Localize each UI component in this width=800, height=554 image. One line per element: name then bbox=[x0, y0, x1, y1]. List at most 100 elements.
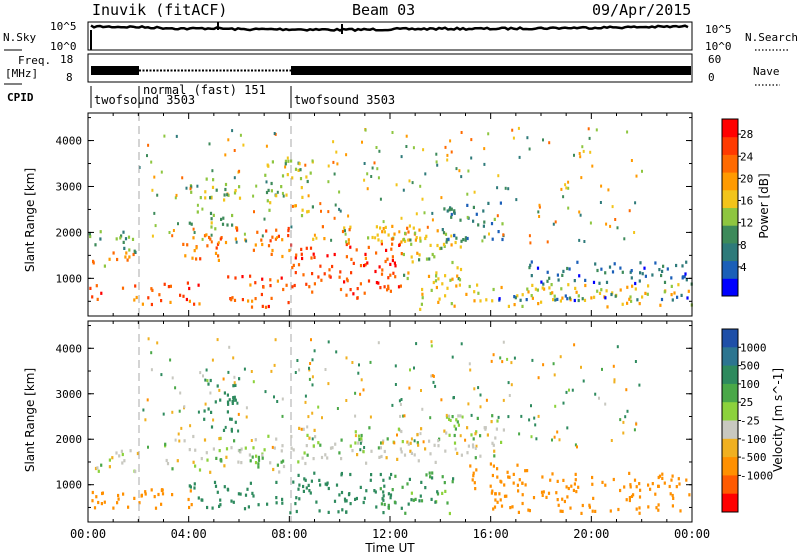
range-gate-cell bbox=[460, 175, 463, 179]
range-gate-cell bbox=[295, 509, 298, 514]
range-gate-cell bbox=[446, 158, 449, 162]
range-gate-cell bbox=[619, 488, 622, 493]
range-gate-cell bbox=[203, 438, 207, 442]
range-gate-cell bbox=[600, 267, 603, 271]
range-gate-cell bbox=[229, 417, 232, 421]
range-gate-cell bbox=[270, 296, 273, 300]
range-gate-cell bbox=[579, 213, 582, 217]
range-gate-cell bbox=[446, 286, 449, 290]
range-gate-cell bbox=[310, 479, 313, 483]
range-gate-cell bbox=[604, 483, 607, 487]
range-gate-cell bbox=[668, 484, 671, 489]
range-gate-cell bbox=[217, 241, 220, 245]
range-gate-cell bbox=[414, 497, 417, 501]
range-gate-cell bbox=[356, 296, 359, 300]
range-gate-cell bbox=[349, 288, 352, 292]
range-gate-cell bbox=[270, 181, 273, 186]
range-gate-cell bbox=[450, 234, 453, 238]
range-gate-cell bbox=[270, 369, 273, 373]
range-gate-cell bbox=[177, 432, 180, 436]
range-gate-cell bbox=[409, 441, 412, 445]
range-gate-cell bbox=[464, 238, 467, 242]
range-gate-cell bbox=[227, 370, 230, 374]
range-gate-cell bbox=[441, 475, 444, 479]
range-gate-cell bbox=[212, 418, 215, 422]
range-gate-cell bbox=[305, 444, 308, 448]
range-gate-cell bbox=[287, 229, 290, 233]
range-gate-cell bbox=[524, 469, 527, 473]
range-gate-cell bbox=[226, 393, 229, 397]
velocity-y-label: Slant Range [km] bbox=[23, 368, 37, 472]
range-gate-cell bbox=[527, 290, 530, 294]
range-gate-cell bbox=[651, 273, 654, 277]
range-gate-cell bbox=[356, 287, 359, 291]
range-gate-cell bbox=[228, 345, 231, 349]
range-gate-cell bbox=[562, 269, 565, 273]
range-gate-cell bbox=[382, 439, 385, 443]
range-gate-cell bbox=[399, 414, 402, 418]
power-swatch bbox=[722, 278, 738, 297]
range-gate-cell bbox=[418, 258, 421, 262]
range-gate-cell bbox=[448, 208, 451, 212]
range-gate-cell bbox=[382, 478, 385, 482]
range-gate-cell bbox=[398, 399, 401, 403]
range-gate-cell bbox=[270, 189, 273, 193]
range-gate-cell bbox=[516, 463, 519, 467]
range-gate-cell bbox=[252, 194, 255, 198]
range-gate-cell bbox=[291, 266, 294, 270]
range-gate-cell bbox=[510, 361, 513, 365]
range-gate-cell bbox=[394, 264, 397, 268]
range-gate-cell bbox=[459, 434, 462, 438]
range-gate-cell bbox=[409, 368, 411, 372]
range-gate-cell bbox=[475, 468, 478, 472]
range-gate-cell bbox=[394, 275, 397, 279]
range-gate-cell bbox=[134, 470, 137, 474]
range-gate-cell bbox=[582, 149, 585, 153]
range-gate-cell bbox=[588, 503, 591, 507]
range-gate-cell bbox=[613, 380, 616, 384]
range-gate-cell bbox=[292, 448, 295, 452]
range-gate-cell bbox=[223, 198, 226, 202]
range-gate-cell bbox=[475, 444, 478, 448]
range-gate-cell bbox=[474, 447, 477, 450]
range-gate-cell bbox=[327, 486, 330, 491]
range-gate-cell bbox=[638, 383, 641, 387]
range-gate-cell bbox=[233, 298, 237, 302]
range-gate-cell bbox=[489, 484, 492, 488]
range-gate-cell bbox=[174, 386, 177, 390]
range-gate-cell bbox=[468, 362, 471, 366]
range-gate-cell bbox=[194, 448, 197, 452]
range-gate-cell bbox=[445, 431, 448, 435]
range-gate-cell bbox=[306, 425, 309, 429]
range-gate-cell bbox=[275, 480, 278, 484]
range-gate-cell bbox=[160, 488, 163, 493]
range-gate-cell bbox=[238, 196, 242, 200]
range-gate-cell bbox=[490, 420, 493, 424]
range-gate-cell bbox=[94, 466, 98, 471]
range-gate-cell bbox=[101, 491, 104, 496]
range-gate-cell bbox=[481, 239, 484, 243]
range-gate-cell bbox=[592, 496, 595, 500]
range-gate-cell bbox=[329, 446, 333, 450]
range-gate-cell bbox=[231, 401, 234, 405]
range-gate-cell bbox=[189, 187, 192, 191]
range-gate-cell bbox=[122, 240, 125, 244]
range-gate-cell bbox=[250, 439, 253, 442]
range-gate-cell bbox=[333, 216, 336, 220]
range-gate-cell bbox=[265, 190, 269, 195]
range-gate-cell bbox=[503, 483, 506, 487]
range-gate-cell bbox=[127, 235, 131, 239]
range-gate-cell bbox=[224, 240, 228, 245]
range-gate-cell bbox=[557, 503, 560, 507]
range-gate-cell bbox=[630, 276, 633, 280]
range-gate-cell bbox=[354, 434, 357, 438]
range-gate-cell bbox=[267, 188, 270, 192]
range-gate-cell bbox=[305, 282, 308, 286]
range-gate-cell bbox=[496, 500, 499, 504]
range-gate-cell bbox=[192, 227, 195, 231]
range-gate-cell bbox=[681, 264, 684, 268]
range-gate-cell bbox=[566, 297, 569, 301]
range-gate-cell bbox=[430, 374, 433, 378]
range-gate-cell bbox=[600, 288, 603, 292]
range-gate-cell bbox=[334, 442, 337, 446]
